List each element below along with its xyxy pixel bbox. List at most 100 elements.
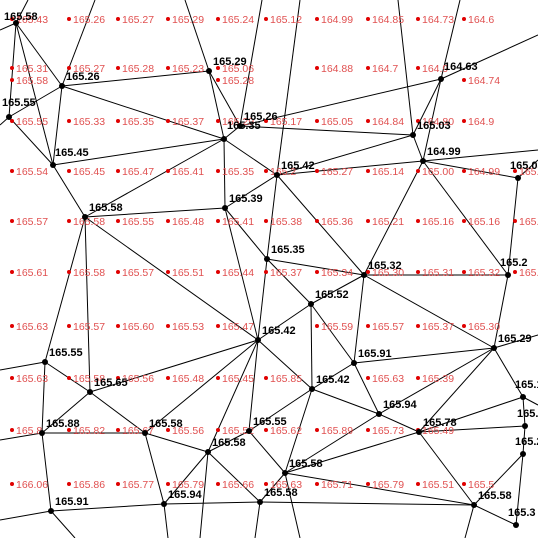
triangle-edge — [266, 258, 312, 305]
triangle-edge — [276, 0, 301, 176]
triangle-edge — [223, 138, 278, 176]
triangle-edge — [248, 339, 259, 432]
grid-point-label: 164.85 — [372, 14, 404, 26]
triangle-edge — [41, 361, 46, 434]
triangle-edge — [15, 22, 54, 166]
control-point-label: 165.58 — [89, 202, 123, 214]
control-point-marker — [42, 359, 48, 365]
triangle-edge — [61, 70, 210, 87]
grid-point-label: 165.63 — [16, 321, 48, 333]
grid-point-marker — [166, 119, 170, 123]
control-point-label: 165.58 — [478, 490, 512, 502]
grid-point-label: 165.57 — [372, 321, 404, 333]
control-point-label: 165.94 — [168, 489, 203, 501]
control-point-label: 165.91 — [358, 348, 392, 360]
grid-point-label: 164.74 — [468, 75, 500, 87]
grid-point-label: 165.27 — [73, 63, 105, 75]
grid-point-label: 165.16 — [422, 216, 454, 228]
grid-point-label: 164.99 — [321, 14, 353, 26]
grid-point-label: 164.9 — [468, 116, 494, 128]
control-point-label: 165.26 — [66, 71, 100, 83]
triangle-edge — [522, 425, 526, 455]
triangle-edge — [89, 391, 146, 434]
grid-point-label: 165.32 — [468, 267, 500, 279]
control-point-marker — [274, 172, 280, 178]
control-point-marker — [420, 158, 426, 164]
grid-point-label: 165.06 — [222, 63, 254, 75]
control-point-marker — [39, 430, 45, 436]
triangle-edge — [223, 125, 241, 140]
control-point-label: 165.91 — [55, 496, 89, 508]
grid-point-marker — [10, 169, 14, 173]
control-point-marker — [221, 136, 227, 142]
triangle-edge — [473, 453, 524, 506]
triangle-edge — [44, 216, 86, 363]
control-point-label: 165.35 — [517, 408, 538, 420]
triangle-edge — [207, 451, 261, 503]
grid-point-marker — [416, 482, 420, 486]
control-point-marker — [505, 272, 511, 278]
grid-point-marker — [10, 119, 14, 123]
grid-point-marker — [216, 119, 220, 123]
grid-point-label: 165.57 — [16, 216, 48, 228]
grid-point-marker — [513, 169, 517, 173]
grid-point-label: 165.34 — [321, 267, 353, 279]
control-point-marker — [6, 114, 12, 120]
triangle-edge — [266, 258, 365, 276]
grid-point-marker — [67, 17, 71, 21]
triangle-edge — [239, 0, 263, 127]
grid-point-marker — [366, 376, 370, 380]
grid-point-label: 165.86 — [73, 479, 105, 491]
grid-point-label: 165.26 — [73, 14, 105, 26]
grid-point-label: 165.28 — [122, 63, 154, 75]
triangle-edge — [208, 70, 225, 140]
triangle-edge — [266, 174, 278, 260]
grid-point-label: 165.52 — [222, 425, 254, 437]
grid-point-marker — [366, 482, 370, 486]
control-point-marker — [237, 123, 243, 129]
control-point-marker — [50, 162, 56, 168]
grid-point-label: 165.35 — [222, 166, 254, 178]
grid-point-label: 165.56 — [172, 425, 204, 437]
grid-point-marker — [216, 324, 220, 328]
grid-point-marker — [216, 219, 220, 223]
grid-point-marker — [462, 219, 466, 223]
control-point-marker — [515, 175, 521, 181]
interpolated-grid: 165.43 165.26 165.27 165.29 165.24 165.12 164.… — [10, 14, 538, 491]
control-point-label: 165.03 — [510, 160, 538, 172]
control-point-label: 165.42 — [262, 325, 296, 337]
grid-point-marker — [264, 169, 268, 173]
grid-point-label: 165.48 — [172, 216, 204, 228]
triangle-edge — [522, 396, 526, 427]
grid-point-label: 165.54 — [16, 166, 48, 178]
triangle-edge — [84, 216, 91, 393]
triangle-edge — [248, 430, 286, 474]
grid-point-label: 165.58 — [73, 216, 105, 228]
control-point-marker — [87, 389, 93, 395]
control-point-marker — [222, 205, 228, 211]
grid-point-label: 165.47 — [222, 321, 254, 333]
grid-point-marker — [416, 119, 420, 123]
triangle-edge — [50, 510, 76, 538]
grid-point-label: 165.89 — [321, 425, 353, 437]
triangle-edge — [52, 138, 225, 166]
grid-point-marker — [366, 169, 370, 173]
triangle-edge — [310, 303, 313, 390]
control-point-label: 165.29 — [498, 333, 532, 345]
triangle-edge — [422, 149, 538, 162]
grid-point-label: 165.31 — [16, 63, 48, 75]
grid-point-label: 165.73 — [372, 425, 404, 437]
control-point-label: 165.1 — [515, 379, 538, 391]
grid-point-label: 165.44 — [222, 267, 254, 279]
triangle-edge — [412, 78, 442, 136]
triangle-edge — [422, 160, 519, 179]
control-point-marker — [255, 337, 261, 343]
control-point-label: 165.2 — [500, 257, 528, 269]
grid-point-marker — [315, 482, 319, 486]
triangle-edge — [473, 504, 517, 526]
grid-point-marker — [67, 66, 71, 70]
control-point-marker — [82, 214, 88, 220]
control-point-label: 165.42 — [316, 374, 350, 386]
grid-point-marker — [462, 482, 466, 486]
